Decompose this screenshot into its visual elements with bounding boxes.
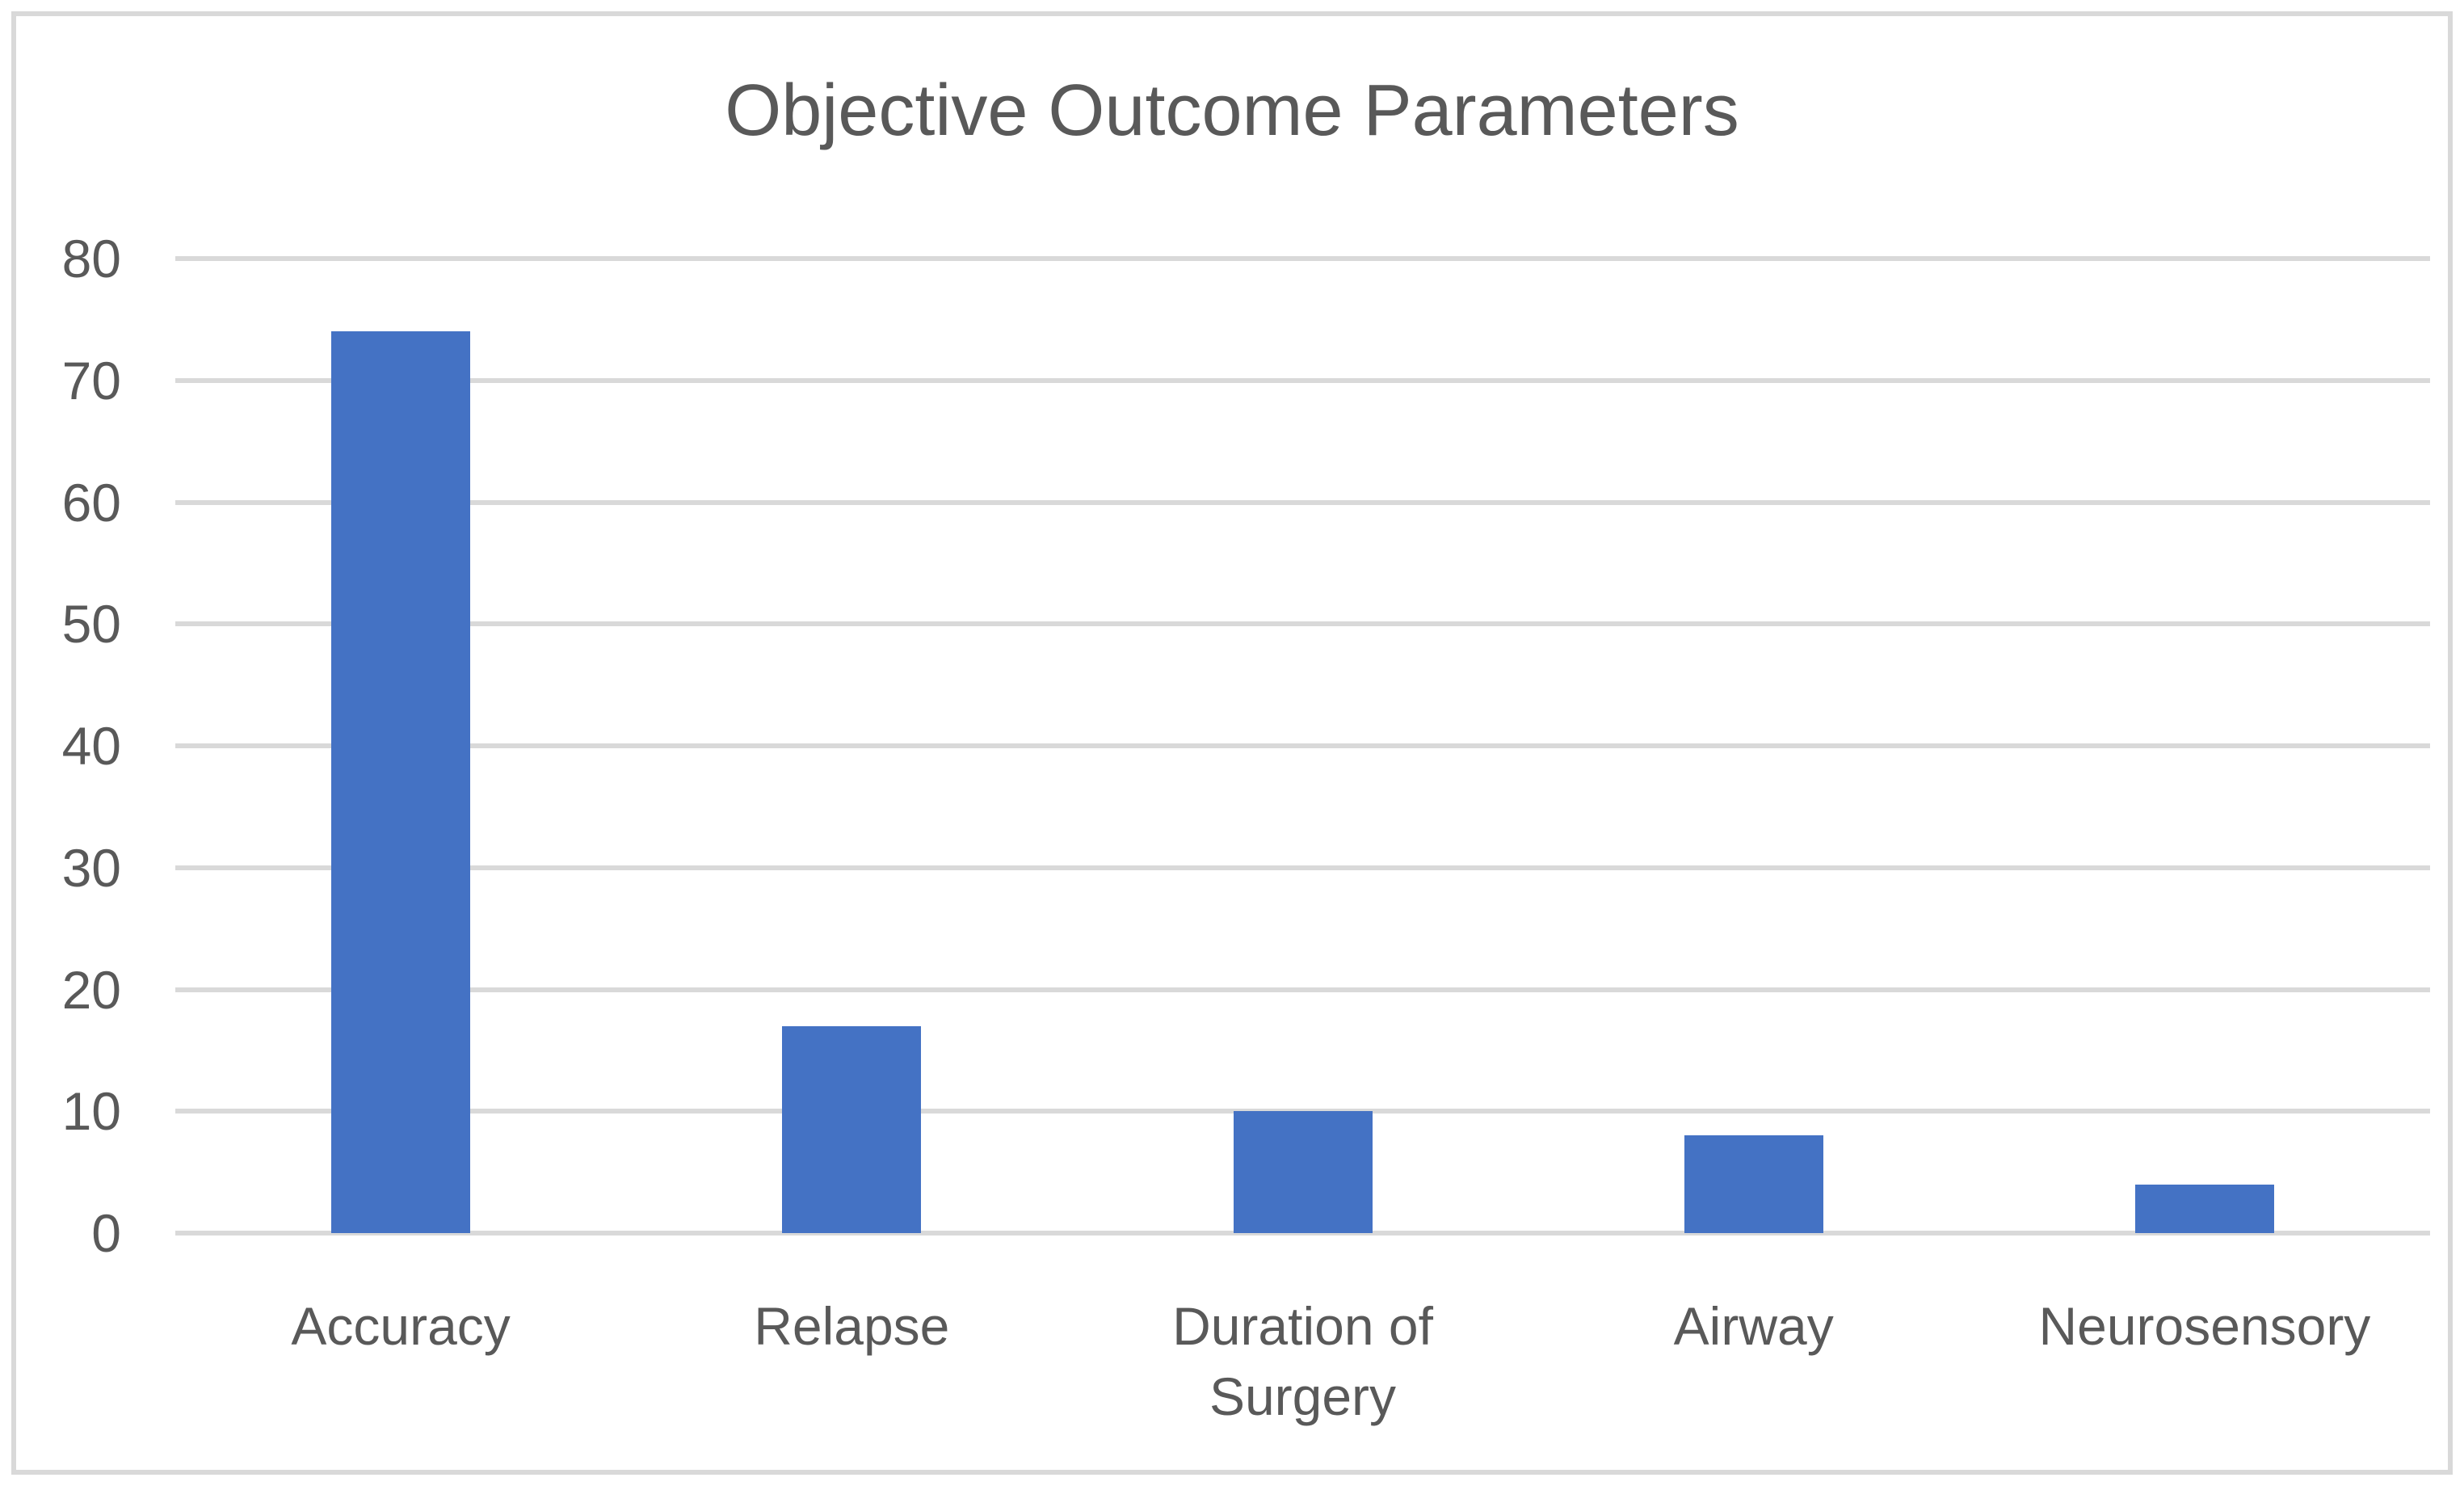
y-tick-label-60: 60	[61, 472, 121, 533]
gridline-40	[175, 743, 2430, 748]
y-tick-label-80: 80	[61, 229, 121, 288]
gridline-20	[175, 987, 2430, 992]
y-tick-label-30: 30	[61, 837, 121, 898]
y-tick-label-20: 20	[61, 959, 121, 1020]
gridline-70	[175, 377, 2430, 383]
chart-title: Objective Outcome Parameters	[725, 70, 1739, 151]
y-tick-label-50: 50	[61, 594, 121, 655]
x-category-label-neurosensory: Neurosensory	[2038, 1296, 2371, 1356]
x-category-label-duration-of-surgery: Duration of Surgery	[1172, 1296, 1433, 1427]
bar-duration-of-surgery	[1233, 1111, 1373, 1233]
y-tick-label-10: 10	[61, 1081, 121, 1142]
y-tick-label-40: 40	[61, 716, 121, 776]
gridline-60	[175, 499, 2430, 505]
x-category-label-airway: Airway	[1673, 1296, 1834, 1356]
gridline-30	[175, 865, 2430, 870]
plot-area	[175, 256, 2430, 1236]
bar-neurosensory	[2134, 1184, 2274, 1233]
chart-area-border	[11, 11, 2453, 1475]
x-category-label-relapse: Relapse	[754, 1296, 950, 1356]
y-tick-label-70: 70	[61, 350, 121, 410]
gridline-80	[175, 256, 2430, 261]
gridline-0	[175, 1231, 2430, 1236]
bar-relapse	[782, 1025, 922, 1233]
bar-airway	[1684, 1135, 1823, 1233]
gridline-50	[175, 621, 2430, 627]
bar-accuracy	[331, 331, 471, 1233]
y-tick-label-0: 0	[91, 1203, 121, 1263]
x-category-label-accuracy: Accuracy	[291, 1296, 511, 1356]
